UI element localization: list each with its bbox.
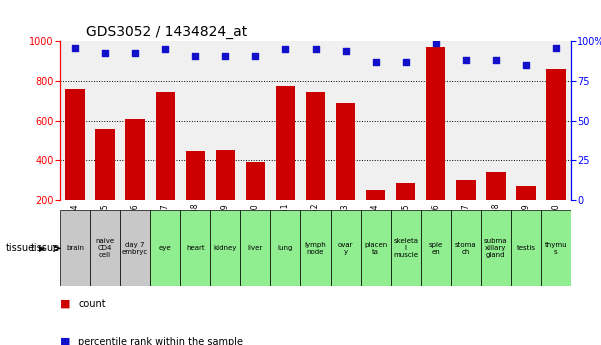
Bar: [156, 92, 175, 200]
Text: count: count: [78, 299, 106, 308]
Bar: [546, 69, 566, 200]
Bar: [391, 210, 421, 286]
Text: ■: ■: [60, 299, 70, 308]
Text: GDS3052 / 1434824_at: GDS3052 / 1434824_at: [85, 25, 247, 39]
Bar: [150, 210, 180, 286]
Bar: [120, 210, 150, 286]
Text: day 7
embryc: day 7 embryc: [122, 242, 148, 255]
Point: [371, 59, 380, 65]
Point: [341, 48, 350, 54]
Bar: [246, 162, 265, 200]
Bar: [276, 86, 295, 200]
Text: stoma
ch: stoma ch: [455, 242, 477, 255]
Point: [70, 45, 80, 50]
Bar: [96, 129, 115, 200]
Bar: [210, 210, 240, 286]
Bar: [270, 210, 300, 286]
Text: kidney: kidney: [214, 245, 237, 252]
Bar: [90, 210, 120, 286]
Text: testis: testis: [516, 245, 535, 252]
Bar: [126, 119, 145, 200]
Bar: [421, 210, 451, 286]
Text: heart: heart: [186, 245, 204, 252]
Text: naive
CD4
cell: naive CD4 cell: [96, 238, 115, 258]
Text: placen
ta: placen ta: [364, 242, 387, 255]
Bar: [541, 210, 571, 286]
Bar: [366, 190, 385, 200]
Point: [191, 53, 200, 58]
Text: tissue: tissue: [31, 244, 60, 253]
Point: [521, 62, 531, 68]
Bar: [60, 210, 90, 286]
Bar: [180, 210, 210, 286]
Bar: [451, 210, 481, 286]
Point: [551, 45, 561, 50]
Point: [281, 47, 290, 52]
Text: ovar
y: ovar y: [338, 242, 353, 255]
Bar: [511, 210, 541, 286]
Bar: [396, 183, 415, 200]
Point: [311, 47, 320, 52]
Bar: [240, 210, 270, 286]
Bar: [300, 210, 331, 286]
Bar: [361, 210, 391, 286]
Bar: [186, 150, 205, 200]
Text: thymu
s: thymu s: [545, 242, 567, 255]
Bar: [336, 103, 355, 200]
Text: lymph
node: lymph node: [305, 242, 326, 255]
Bar: [516, 186, 535, 200]
Point: [461, 58, 471, 63]
Text: tissue: tissue: [6, 244, 35, 253]
Text: eye: eye: [159, 245, 172, 252]
Bar: [486, 172, 505, 200]
Text: ▶: ▶: [39, 244, 46, 253]
Point: [100, 50, 110, 55]
Point: [431, 40, 441, 46]
Text: skeleta
l
muscle: skeleta l muscle: [393, 238, 418, 258]
Bar: [66, 89, 85, 200]
Point: [221, 53, 230, 58]
Text: liver: liver: [248, 245, 263, 252]
Point: [130, 50, 140, 55]
Bar: [481, 210, 511, 286]
Text: lung: lung: [278, 245, 293, 252]
Text: sple
en: sple en: [429, 242, 443, 255]
Text: percentile rank within the sample: percentile rank within the sample: [78, 337, 243, 345]
Text: subma
xillary
gland: subma xillary gland: [484, 238, 508, 258]
Bar: [426, 47, 445, 200]
Bar: [456, 180, 475, 200]
Bar: [216, 149, 235, 200]
Text: ■: ■: [60, 337, 70, 345]
Point: [401, 59, 410, 65]
Text: brain: brain: [66, 245, 84, 252]
Bar: [331, 210, 361, 286]
Point: [160, 47, 170, 52]
Point: [251, 53, 260, 58]
Bar: [306, 92, 325, 200]
Point: [491, 58, 501, 63]
